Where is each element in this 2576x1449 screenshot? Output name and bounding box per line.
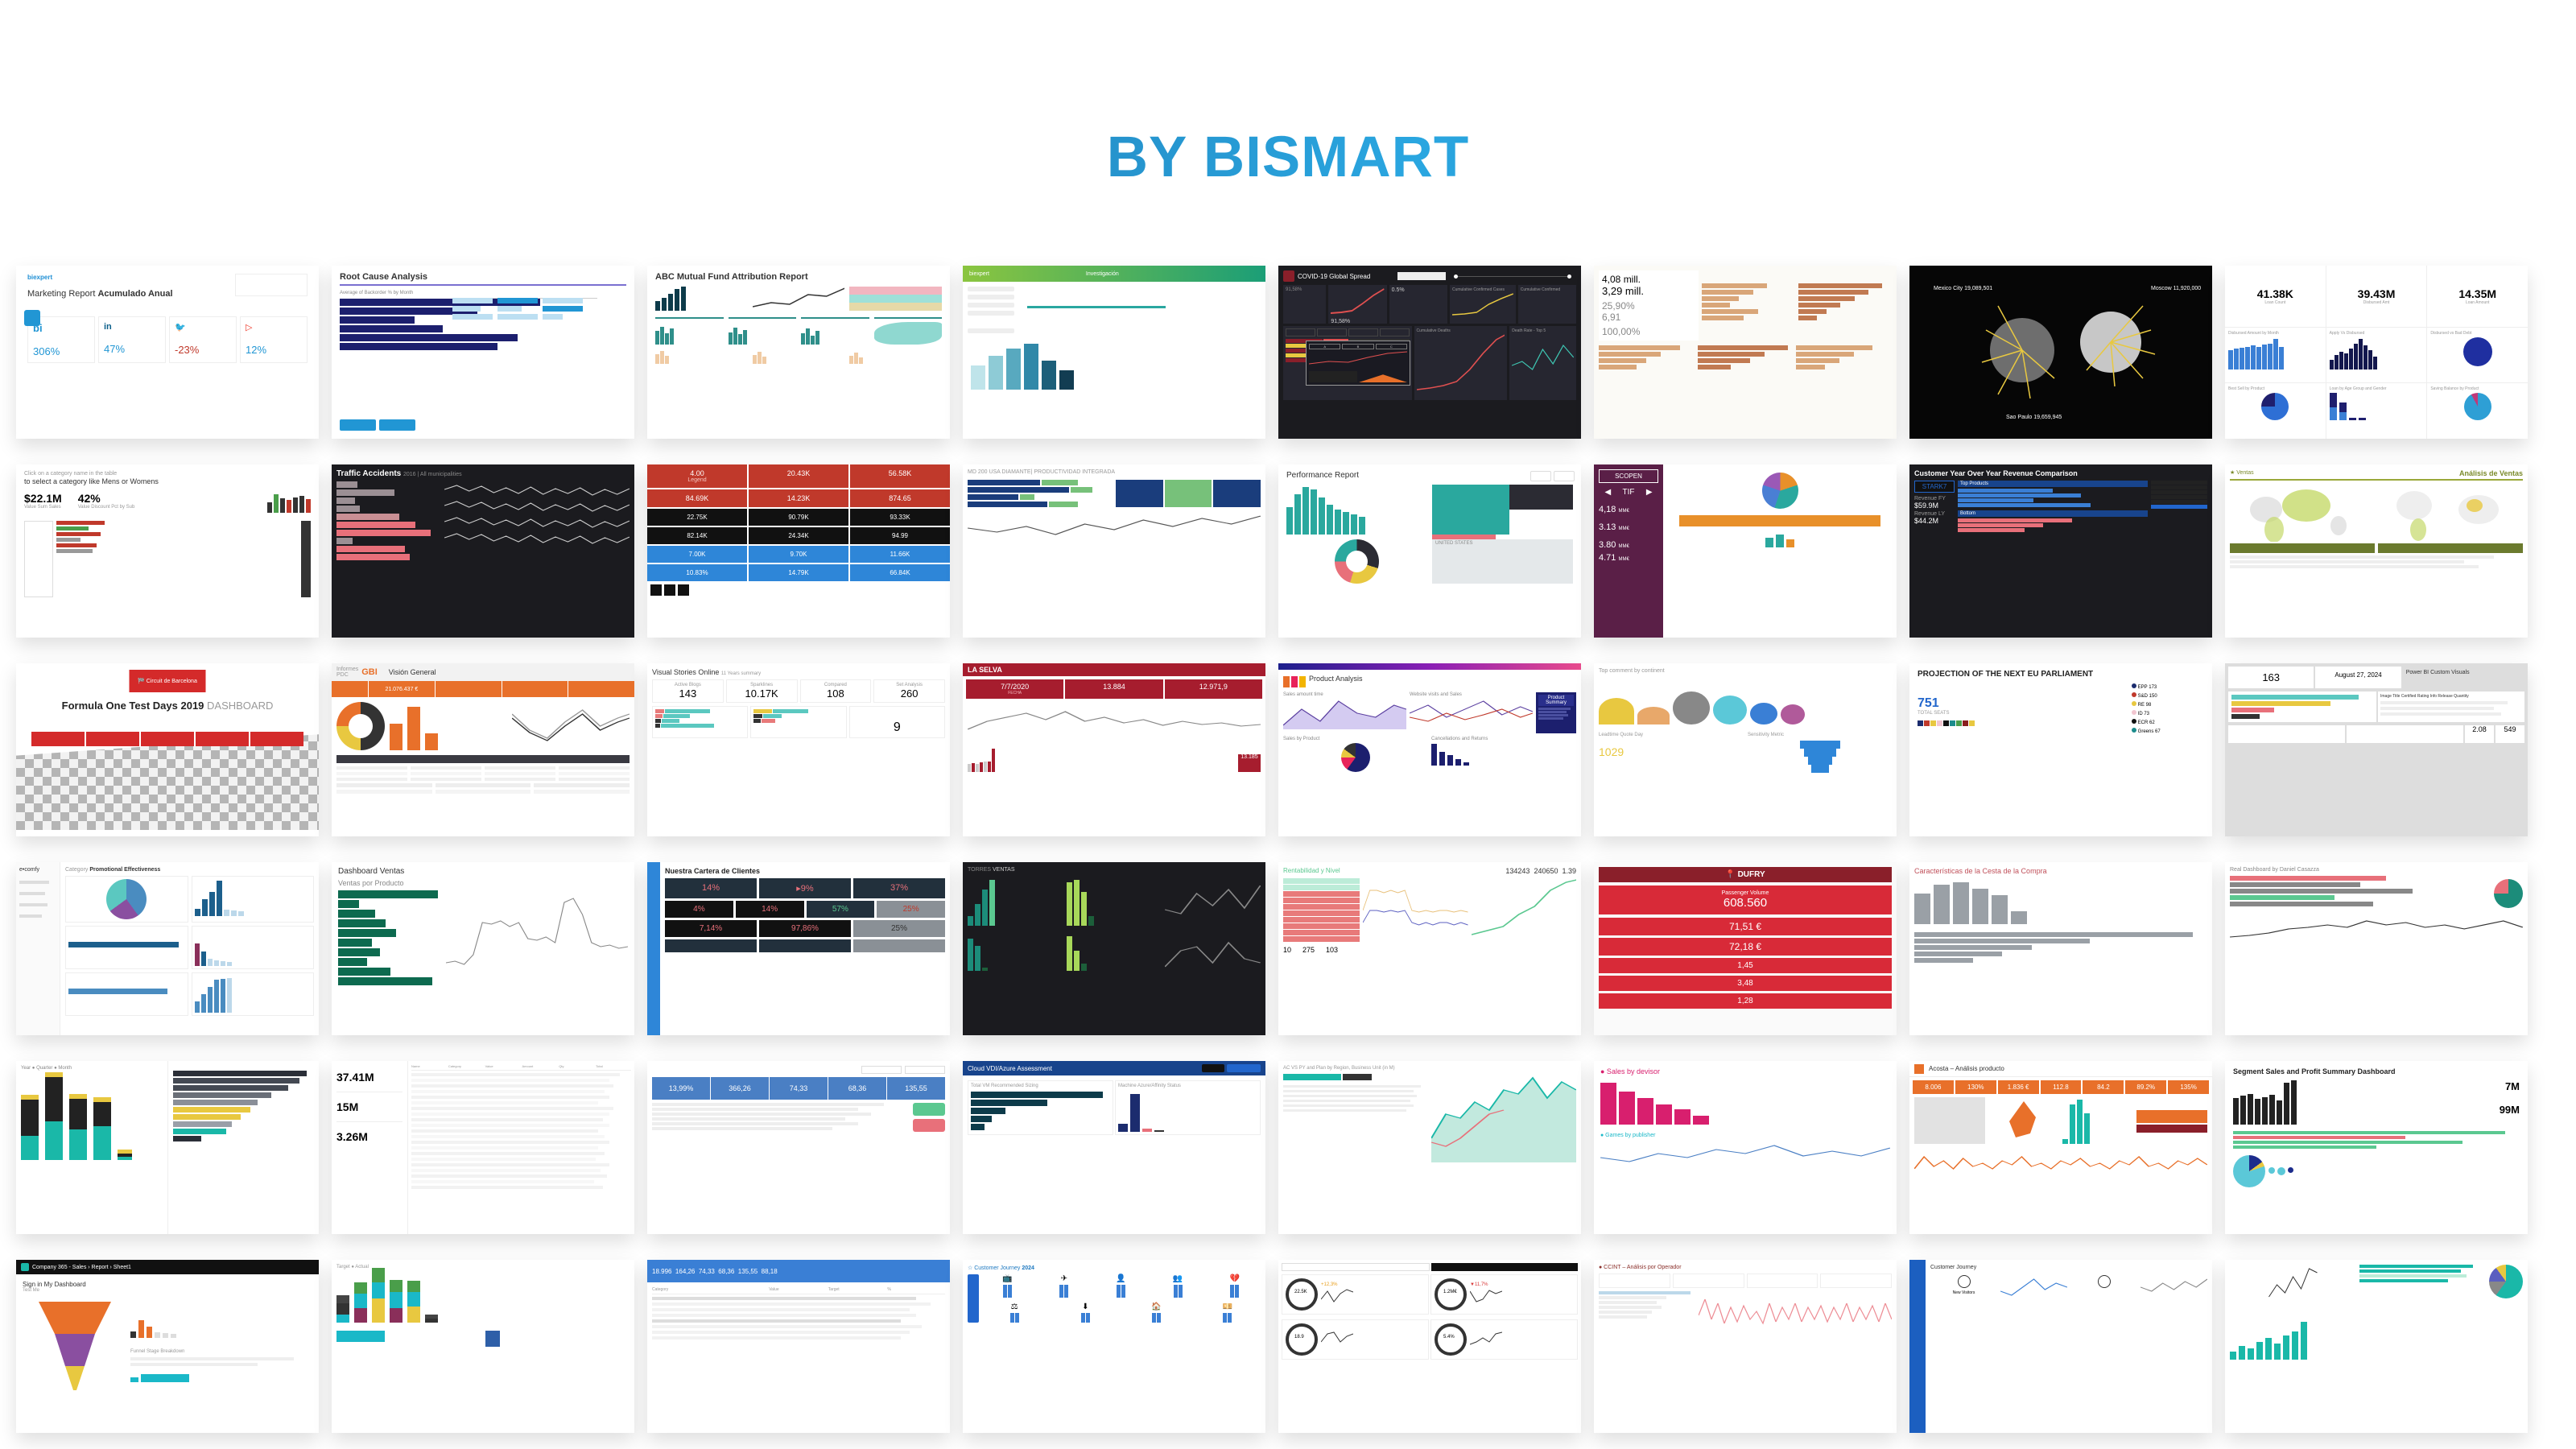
svg-text:Sao Paulo 19,659,945: Sao Paulo 19,659,945 bbox=[2006, 415, 2062, 420]
svg-text:Moscow 11,920,000: Moscow 11,920,000 bbox=[2151, 286, 2201, 291]
svg-text:Mexico City 19,089,501: Mexico City 19,089,501 bbox=[1934, 286, 1992, 291]
